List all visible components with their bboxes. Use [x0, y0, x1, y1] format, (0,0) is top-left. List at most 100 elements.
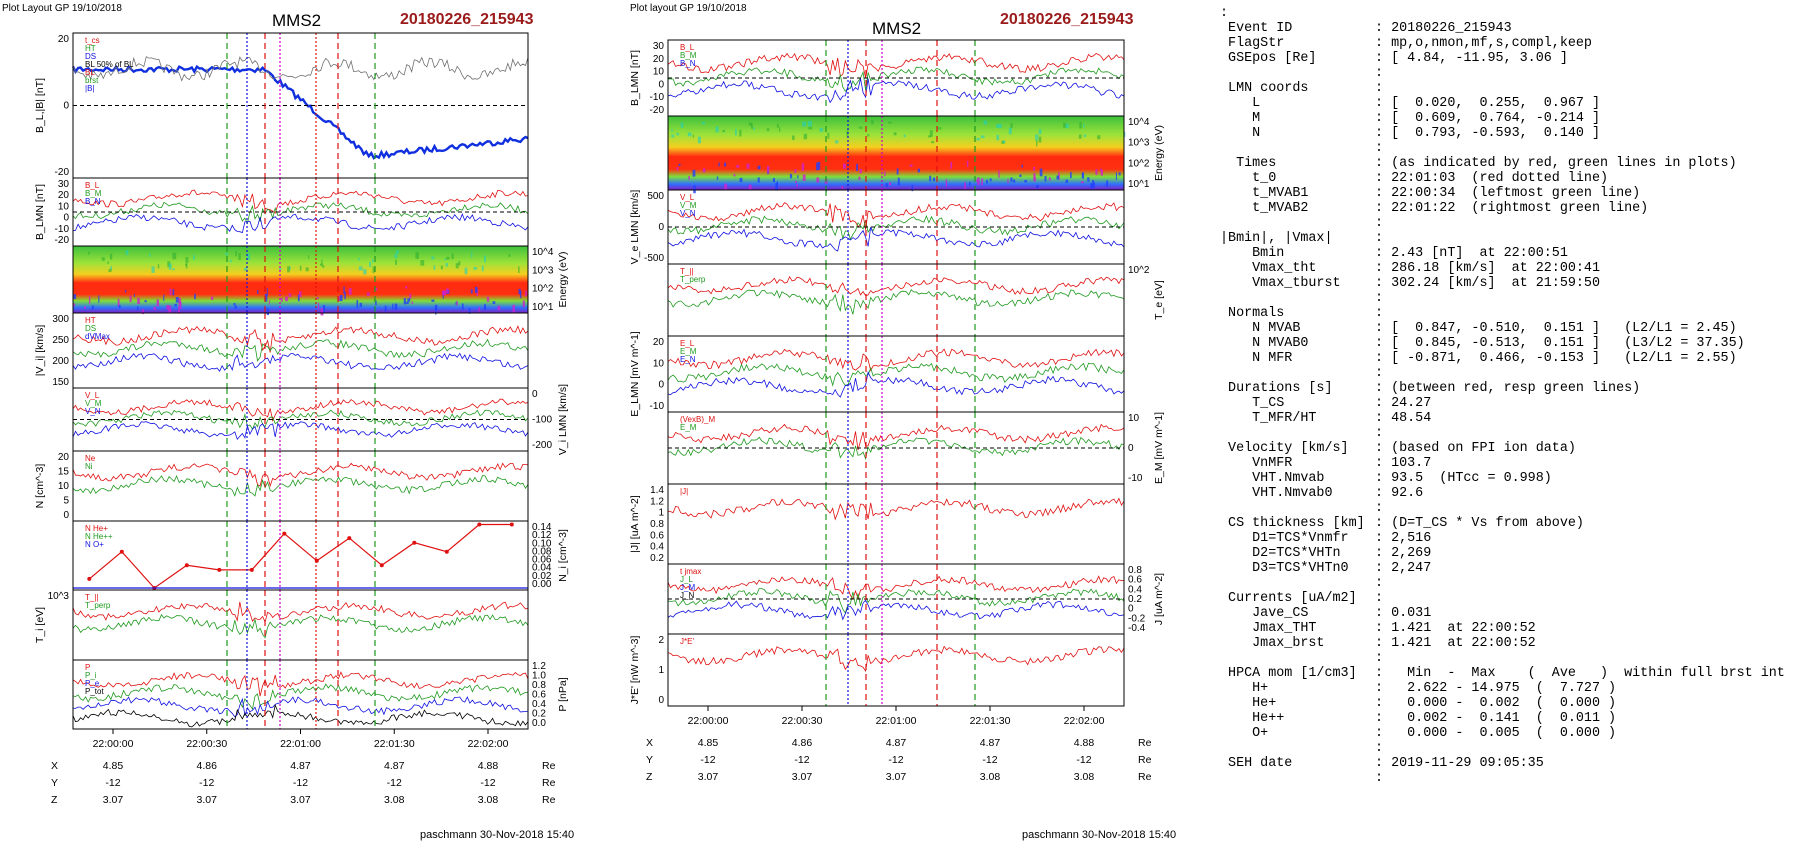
summary-key: T_MFR/HT	[1220, 411, 1317, 426]
summary-value: : 20180226_215943	[1375, 21, 1512, 36]
summary-row: Velocity [km/s]: (based on FPI ion data)	[1220, 441, 1800, 456]
summary-value: : 22:00:34 (leftmost green line)	[1375, 186, 1641, 201]
summary-value: : 22:01:03 (red dotted line)	[1375, 171, 1609, 186]
summary-row: :	[1220, 366, 1800, 381]
summary-value: :	[1375, 216, 1384, 231]
panel-mid-JLMN: 0.80.60.40.20-0.2-0.4J [uA m^-2]t jmaxJ_…	[667, 563, 1165, 635]
summary-value: : [ 4.84, -11.95, 3.06 ]	[1375, 51, 1568, 66]
trace-mid-ELMN-0	[667, 348, 1125, 372]
legend-entry: J_L	[680, 575, 693, 584]
y-tick-label: 5	[63, 496, 69, 507]
summary-key: Jmax_THT	[1220, 621, 1317, 636]
y-axis-label: |V_i| [km/s]	[34, 325, 46, 377]
summary-key: t_0	[1220, 171, 1277, 186]
trace-left-ViLMN-2	[72, 421, 529, 440]
summary-row: :	[1220, 576, 1800, 591]
ephem-value: 3.08	[980, 771, 1001, 783]
summary-key: D2=TCS*VHTn	[1220, 546, 1341, 561]
y-axis-label: J*E' [nW m^-3]	[629, 636, 641, 705]
summary-row: FlagStr: mp,o,nmon,mf,s,compl,keep	[1220, 36, 1800, 51]
y-axis-label: Energy (eV)	[557, 251, 569, 307]
ephem-value: 4.88	[1074, 737, 1095, 749]
summary-row: Vmax_tburst: 302.24 [km/s] at 21:59:50	[1220, 276, 1800, 291]
legend-entry: |J|	[680, 487, 688, 496]
ephem-value: 3.08	[1074, 771, 1095, 783]
trace-left-Ti-0	[72, 601, 529, 624]
y-tick-label: -10	[55, 224, 70, 235]
trace-mid-ELMN-2	[667, 371, 1125, 398]
y-tick-label: 300	[52, 314, 69, 325]
legend-entry: T_perp	[85, 601, 111, 610]
summary-value: : 286.18 [km/s] at 22:00:41	[1375, 261, 1600, 276]
summary-key: N	[1220, 126, 1261, 141]
summary-row: Jmax_THT : 1.421 at 22:00:52	[1220, 621, 1800, 636]
middle-plot-event: 20180226_215943	[1000, 11, 1134, 28]
summary-row: VnMFR: 103.7	[1220, 456, 1800, 471]
y-tick-label: 0.4	[1128, 584, 1142, 595]
summary-row: Jmax_brst: 1.421 at 22:00:52	[1220, 636, 1800, 651]
summary-value: : (D=T_CS * Vs from above)	[1375, 516, 1584, 531]
legend-entry: brst	[85, 76, 99, 85]
summary-value: : 2,269	[1375, 546, 1432, 561]
y-axis-label: |J| [uA m^-2]	[629, 495, 641, 553]
time-tick-label: 22:02:00	[468, 738, 509, 750]
y-tick-label: 20	[653, 337, 665, 348]
ephem-value: -12	[199, 777, 214, 789]
y-tick-label: 2	[658, 635, 664, 646]
spectrogram-mid-texture	[671, 119, 1126, 194]
ephem-row-label: Z	[51, 794, 58, 806]
legend-entry: J_M	[680, 583, 695, 592]
summary-value: :	[1375, 366, 1384, 381]
time-tick-label: 22:00:30	[186, 738, 227, 750]
y-tick-label: 500	[647, 191, 664, 202]
summary-value: : 24.27	[1375, 396, 1432, 411]
y-axis-label: B_L,|B| [nT]	[34, 78, 46, 133]
y-tick-label: 0.08	[532, 546, 552, 557]
panel-mid-ELMN: 20 10 0 -10 E_LMN [mV m^-1] E_LE_ME_N	[629, 331, 1125, 417]
y-tick-label: 150	[52, 377, 69, 388]
legend-entry: V_L	[680, 193, 695, 202]
y-tick-label: 0.8	[650, 519, 664, 530]
panel-frame	[72, 312, 529, 389]
y-axis-label: V_e LMN [km/s]	[629, 190, 641, 265]
ephem-value: 4.85	[103, 760, 124, 772]
summary-value: : Min - Max ( Ave ) within full brst int	[1375, 666, 1785, 681]
time-tick-label: 22:00:30	[782, 715, 823, 727]
summary-value: : 2.43 [nT] at 22:00:51	[1375, 246, 1568, 261]
legend-entry: |B|	[85, 84, 95, 93]
left-plot-event: 20180226_215943	[400, 11, 534, 28]
summary-value: :	[1375, 66, 1384, 81]
summary-key: |Bmin|, |Vmax|	[1220, 231, 1333, 246]
summary-row: t_0 : 22:01:03 (red dotted line)	[1220, 171, 1800, 186]
summary-value: : 2,247	[1375, 561, 1432, 576]
trace-left-P-1	[72, 683, 529, 711]
summary-value: : 1.421 at 22:00:52	[1375, 621, 1536, 636]
legend-entry: N O+	[85, 540, 104, 549]
y-tick-label: 0.14	[532, 522, 552, 533]
summary-key: T_CS	[1220, 396, 1285, 411]
y-tick-label: 0	[63, 213, 69, 224]
ephem-value: -12	[105, 777, 120, 789]
summary-key: t_MVAB1	[1220, 186, 1309, 201]
y-tick-label: 0	[1128, 604, 1134, 615]
legend-entry: J_N	[680, 591, 694, 600]
y-tick-label: 0.10	[532, 538, 552, 549]
summary-value: : [ -0.871, 0.466, -0.153 ] (L2/L1 = 2.5…	[1375, 351, 1737, 366]
summary-row: VHT.Nmvab: 93.5 (HTcc = 0.998)	[1220, 471, 1800, 486]
legend-entry: B_M	[85, 189, 102, 198]
y-tick-label: 0.4	[650, 542, 664, 553]
summary-row: Event ID: 20180226_215943	[1220, 21, 1800, 36]
trace-left-Ti-1	[72, 614, 529, 639]
y-tick-label: 10^3	[1128, 138, 1150, 149]
trace-left-BLMN-0	[72, 189, 529, 214]
time-tick-label: 22:01:00	[876, 715, 917, 727]
ephem-value: -12	[387, 777, 402, 789]
ephem-value: -12	[982, 754, 997, 766]
ephem-value: 4.88	[478, 760, 499, 772]
summary-key: FlagStr	[1220, 36, 1285, 51]
ephem-row-label: Y	[51, 777, 58, 789]
summary-key: Normals	[1220, 306, 1285, 321]
summary-value: :	[1375, 651, 1384, 666]
y-tick-label: 1.2	[532, 661, 546, 672]
ephem-unit: Re	[542, 794, 556, 806]
